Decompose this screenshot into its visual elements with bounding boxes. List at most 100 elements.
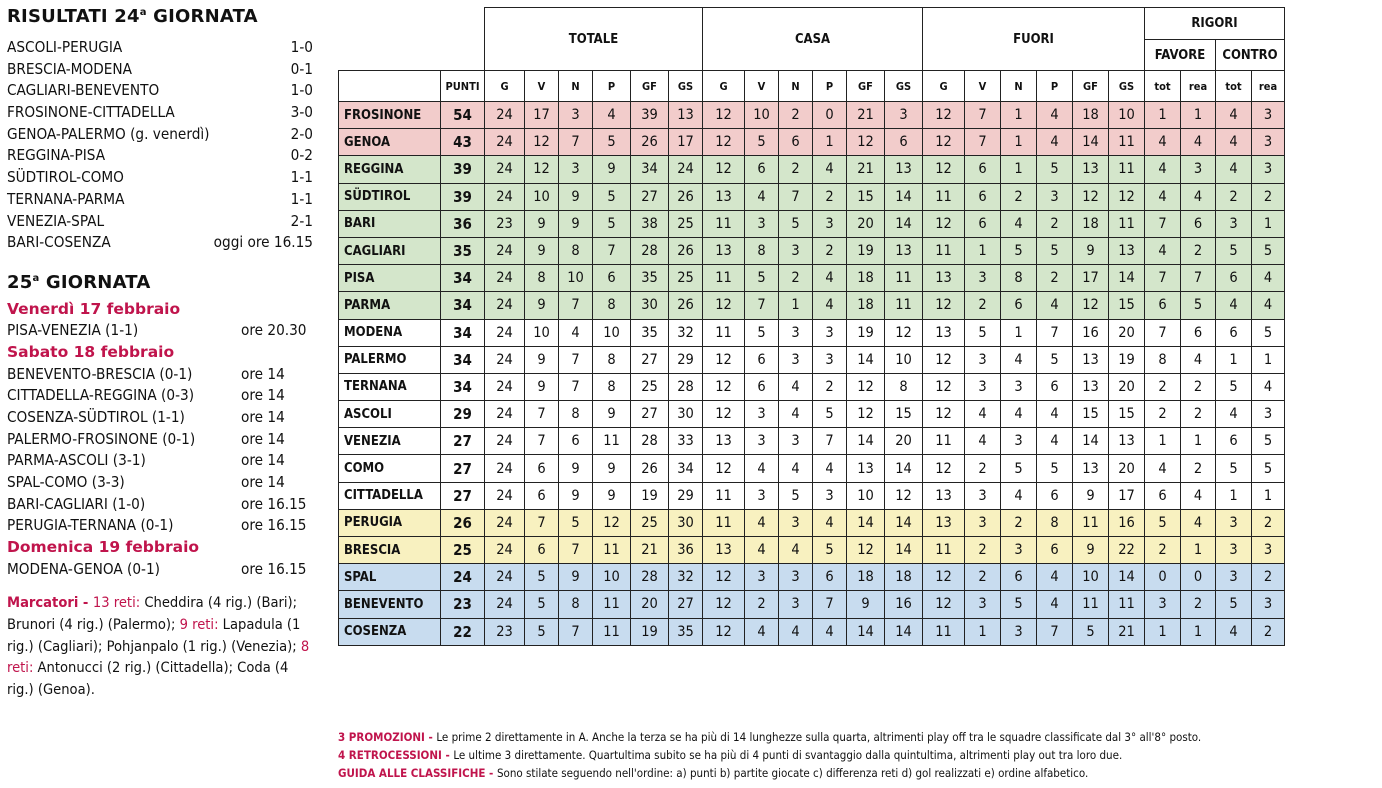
team-name: BENEVENTO (338, 590, 441, 619)
schedule-match: COSENZA-SÜDTIROL (1-1) ore 14 (7, 407, 317, 429)
stat-cell: 21 (846, 155, 885, 184)
stat-cell: 39 (630, 100, 669, 130)
stat-cell: 9 (558, 563, 593, 592)
stat-cell: 7 (558, 128, 593, 157)
stat-cell: 1 (1000, 155, 1037, 184)
column-header: GS (668, 70, 703, 102)
schedule-match: BARI-CAGLIARI (1-0) ore 16.15 (7, 494, 317, 516)
stat-cell: 11 (592, 427, 631, 456)
result-score: 0-1 (290, 59, 313, 78)
result-match: BRESCIA-MODENA (7, 59, 132, 78)
stat-cell: 1 (1215, 345, 1252, 374)
standings-row: BENEVENTO 23 24 5 8 11 20 27 12 2 3 7 9 16 12 3 5 4 11 11 3 2… (338, 590, 1285, 619)
stat-cell: 5 (1251, 454, 1285, 483)
stat-cell: 5 (1036, 454, 1073, 483)
stat-cell: 0 (1144, 563, 1181, 592)
stat-cell: 13 (1072, 155, 1109, 184)
stat-cell: 28 (630, 563, 669, 592)
stat-cell: 12 (922, 454, 965, 483)
stat-cell: 20 (846, 209, 885, 238)
stat-cell: 24 (484, 182, 525, 211)
stat-cell: 30 (668, 400, 703, 429)
stat-cell: 8 (744, 236, 779, 266)
stat-cell: 3 (744, 400, 779, 429)
stat-cell: 13 (884, 236, 923, 266)
stat-cell: 6 (964, 155, 1001, 184)
stat-cell: 12 (702, 128, 745, 157)
stat-cell: 5 (964, 318, 1001, 347)
team-name: TERNANA (338, 372, 441, 402)
stat-cell: 24 (484, 264, 525, 293)
stat-cell: 3 (1251, 100, 1285, 130)
result-row: SÜDTIROL-COMO 1-1 (7, 167, 317, 189)
stat-cell: 2 (964, 563, 1001, 592)
header-row-cols: PUNTI G V N P GF GS G V N P GF GS G V N P GF GS tot rea tot re… (338, 70, 1285, 102)
result-match: BARI-COSENZA (7, 233, 111, 252)
fixture-time: ore 16.15 (241, 494, 307, 513)
stat-cell: 3 (964, 481, 1001, 510)
stat-cell: 11 (1072, 508, 1109, 538)
stat-cell: 1 (1251, 481, 1285, 510)
stat-cell: 4 (778, 372, 813, 402)
next-title-pre: 25 (7, 271, 33, 293)
stat-cell: 2 (1036, 209, 1073, 238)
column-header: PUNTI (440, 70, 485, 102)
fixture-time: ore 14 (241, 451, 285, 470)
column-header: P (1036, 70, 1073, 102)
column-header: G (702, 70, 745, 102)
fixture-name: PARMA-ASCOLI (3-1) (7, 451, 146, 470)
result-match: SÜDTIROL-COMO (7, 168, 124, 187)
schedule-match: MODENA-GENOA (0-1) ore 16.15 (7, 559, 317, 581)
fixture-name: MODENA-GENOA (0-1) (7, 559, 161, 578)
stat-cell: 4 (744, 617, 779, 646)
stat-cell: 7 (964, 128, 1001, 157)
schedule-match: PERUGIA-TERNANA (0-1) ore 16.15 (7, 515, 317, 537)
stat-cell: 35 (630, 264, 669, 293)
stat-cell: 7 (558, 535, 593, 565)
stat-cell: 6 (1180, 209, 1216, 238)
stat-cell: 6 (524, 535, 559, 565)
stat-cell: 34 (668, 454, 703, 483)
stat-cell: 9 (1072, 535, 1109, 565)
stat-cell: 13 (1072, 345, 1109, 374)
result-match: GENOA-PALERMO (g. venerdì) (7, 124, 210, 143)
schedule-day: Venerdì 17 febbraio (7, 299, 181, 318)
result-row: FROSINONE-CITTADELLA 3-0 (7, 102, 317, 124)
stat-cell: 24 (484, 454, 525, 483)
stat-cell: 2 (1180, 590, 1216, 619)
stat-cell: 2 (1180, 400, 1216, 429)
stat-cell: 2 (1000, 508, 1037, 538)
stat-cell: 2 (1144, 372, 1181, 402)
stat-cell: 24 (484, 318, 525, 347)
stat-cell: 22 (1108, 535, 1145, 565)
fixture-name: PALERMO-FROSINONE (0-1) (7, 429, 196, 448)
result-row: TERNANA-PARMA 1-1 (7, 189, 317, 211)
schedule-list: Venerdì 17 febbraio PISA-VENEZIA (1-1) ore… (7, 299, 317, 580)
stat-cell: 3 (1215, 535, 1252, 565)
stat-cell: 11 (1108, 128, 1145, 157)
stat-cell: 30 (668, 508, 703, 538)
stat-cell: 4 (1180, 508, 1216, 538)
stat-cell: 2 (1144, 400, 1181, 429)
stat-cell: 3 (964, 508, 1001, 538)
stat-cell: 5 (812, 400, 847, 429)
results-title-sup: a (139, 7, 147, 18)
stat-cell: 13 (702, 182, 745, 211)
stat-cell: 14 (884, 535, 923, 565)
stat-cell: 14 (884, 508, 923, 538)
stat-cell: 13 (922, 481, 965, 510)
stat-cell: 4 (1036, 100, 1073, 130)
stat-cell: 3 (964, 590, 1001, 619)
schedule-match: PISA-VENEZIA (1-1) ore 20.30 (7, 320, 317, 342)
column-header: GF (630, 70, 669, 102)
fixture-name: COSENZA-SÜDTIROL (1-1) (7, 407, 185, 426)
stat-cell: 5 (1072, 617, 1109, 646)
stat-cell: 12 (846, 535, 885, 565)
stat-cell: 4 (1144, 236, 1181, 266)
stat-cell: 15 (1072, 400, 1109, 429)
result-score: 1-1 (290, 168, 313, 187)
stat-cell: 12 (884, 318, 923, 347)
stat-cell: 4 (778, 400, 813, 429)
stat-cell: 9 (524, 372, 559, 402)
standings-row: PARMA 34 24 9 7 8 30 26 12 7 1 4 18 11 12 2 6 4 12 15 6 5 4 4 (338, 291, 1285, 320)
